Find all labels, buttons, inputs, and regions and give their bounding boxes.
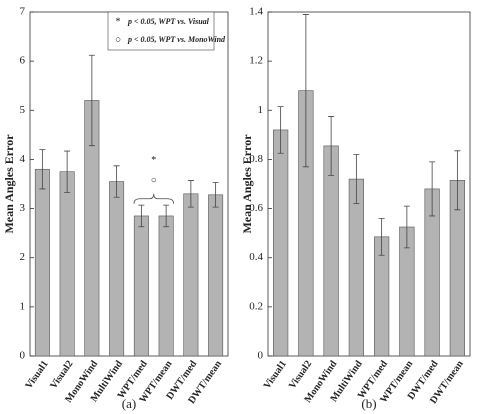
error-bar	[187, 180, 194, 208]
x-tick-label: Visual1	[262, 359, 289, 391]
error-bar	[88, 54, 95, 147]
legend-symbol: ○	[115, 34, 121, 45]
error-bar	[64, 150, 71, 193]
y-tick-label: 2	[20, 251, 26, 263]
y-axis-label: Mean Angles Error	[240, 134, 254, 234]
y-tick-label: 0	[20, 350, 26, 362]
legend-symbol: *	[116, 16, 121, 27]
y-tick-label: 1	[20, 300, 26, 312]
bar	[133, 215, 149, 357]
bar	[158, 215, 174, 357]
error-bar	[113, 165, 120, 198]
error-bar	[212, 182, 219, 208]
bar	[183, 193, 199, 357]
legend-label: p < 0.05, WPT vs. MonoWind	[127, 35, 226, 44]
y-tick-label: 1.4	[249, 6, 263, 18]
y-tick-label: 1.2	[249, 55, 263, 67]
bar	[273, 129, 289, 357]
caption: (a)	[122, 396, 136, 411]
error-bar	[302, 14, 309, 168]
y-tick-label: 0.2	[249, 300, 263, 312]
y-tick-label: 0.4	[249, 251, 263, 263]
y-tick-label: 7	[20, 6, 26, 18]
significance-brace	[133, 193, 174, 204]
legend-box	[107, 11, 215, 51]
error-bar	[403, 205, 410, 249]
bar	[34, 168, 50, 357]
y-tick-label: 0.6	[249, 202, 263, 214]
plot-frame	[267, 11, 471, 357]
y-tick-label: 3	[20, 202, 26, 214]
y-tick-label: 6	[20, 55, 26, 67]
bar	[109, 181, 125, 357]
y-axis-label: Mean Angles Error	[2, 134, 16, 234]
bar	[348, 178, 364, 357]
error-bar	[39, 149, 46, 190]
error-bar	[378, 218, 385, 256]
error-bar	[138, 204, 145, 228]
error-bar	[429, 161, 436, 217]
x-tick-label: Visual1	[23, 359, 50, 391]
error-bar	[328, 116, 335, 176]
y-tick-label: 5	[20, 104, 26, 116]
bar	[323, 145, 339, 357]
bar	[208, 194, 224, 357]
significance-symbol: *	[151, 155, 156, 166]
y-tick-label: 1	[258, 104, 264, 116]
y-tick-label: 4	[20, 153, 26, 165]
bar	[59, 171, 75, 357]
error-bar	[163, 204, 170, 228]
significance-symbol: ○	[151, 175, 157, 186]
y-tick-label: 0	[258, 350, 264, 362]
legend-label: p < 0.05, WPT vs. Visual	[127, 17, 210, 26]
y-tick-label: 0.8	[249, 153, 263, 165]
error-bar	[454, 150, 461, 211]
error-bar	[353, 154, 360, 205]
error-bar	[277, 106, 284, 154]
caption: (b)	[361, 396, 376, 411]
